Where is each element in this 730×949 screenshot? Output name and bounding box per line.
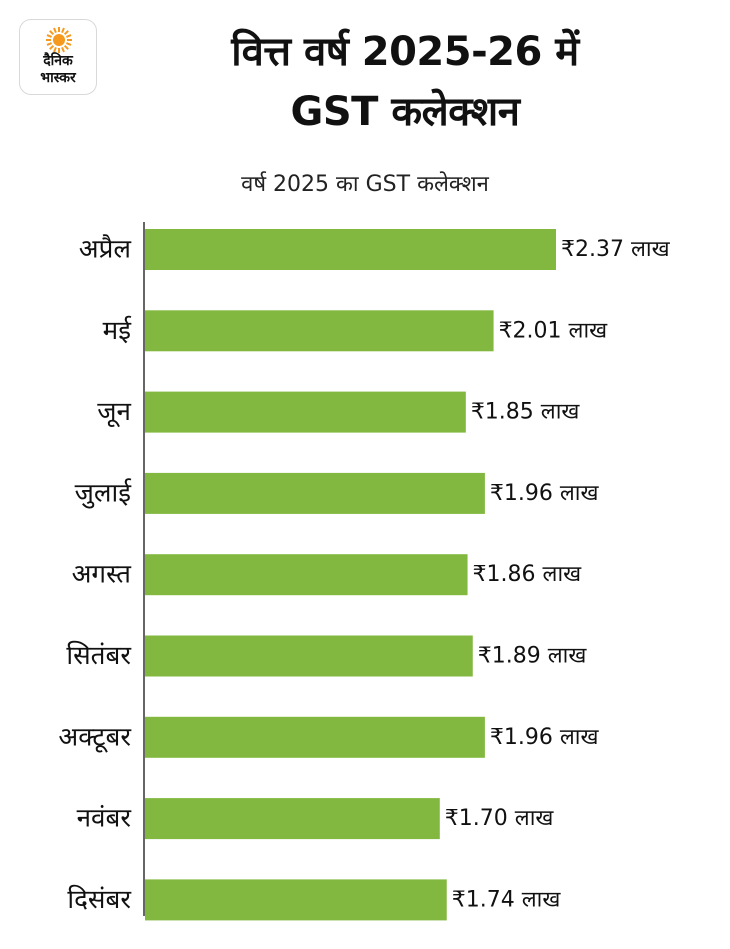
category-label: अगस्त bbox=[72, 560, 133, 590]
category-label: अप्रैल bbox=[79, 234, 132, 265]
bar-0 bbox=[145, 229, 556, 270]
category-label: दिसंबर bbox=[67, 884, 132, 915]
bar-2 bbox=[145, 391, 466, 433]
bar-1 bbox=[145, 310, 494, 352]
category-label: नवंबर bbox=[77, 804, 133, 834]
chart-subtitle: वर्ष 2025 का GST कलेक्शन bbox=[241, 172, 489, 197]
value-label: ₹1.89 लाख bbox=[478, 644, 588, 669]
value-label: ₹1.96 लाख bbox=[490, 725, 600, 750]
bar-5 bbox=[145, 635, 473, 677]
category-label: मई bbox=[103, 315, 133, 346]
value-label: ₹2.01 लाख bbox=[499, 318, 609, 343]
title-line-1: वित्त वर्ष 2025-26 में bbox=[231, 29, 579, 75]
category-label: जून bbox=[97, 397, 131, 428]
value-label: ₹1.74 लाख bbox=[452, 887, 562, 912]
bar-7 bbox=[145, 798, 440, 840]
value-label: ₹1.96 लाख bbox=[490, 481, 600, 506]
sun-icon bbox=[46, 27, 72, 53]
page-title: वित्त वर्ष 2025-26 में GST कलेक्शन bbox=[120, 22, 690, 142]
value-label: ₹1.70 लाख bbox=[445, 806, 555, 831]
value-label: ₹1.86 लाख bbox=[473, 562, 583, 587]
bar-3 bbox=[145, 472, 485, 514]
category-label: जुलाई bbox=[75, 477, 133, 508]
logo-text-line2: भास्कर bbox=[40, 70, 76, 86]
brand-logo: दैनिक भास्कर bbox=[19, 19, 97, 95]
logo-text-line1: दैनिक bbox=[43, 53, 73, 69]
bar-8 bbox=[145, 879, 447, 921]
value-label: ₹1.85 लाख bbox=[471, 400, 581, 425]
category-label: सितंबर bbox=[66, 640, 132, 671]
bar-4 bbox=[145, 554, 468, 596]
category-label: अक्टूबर bbox=[58, 722, 132, 753]
bar-6 bbox=[145, 716, 485, 758]
value-label: ₹2.37 लाख bbox=[561, 237, 671, 262]
title-line-2: GST कलेक्शन bbox=[290, 89, 520, 135]
